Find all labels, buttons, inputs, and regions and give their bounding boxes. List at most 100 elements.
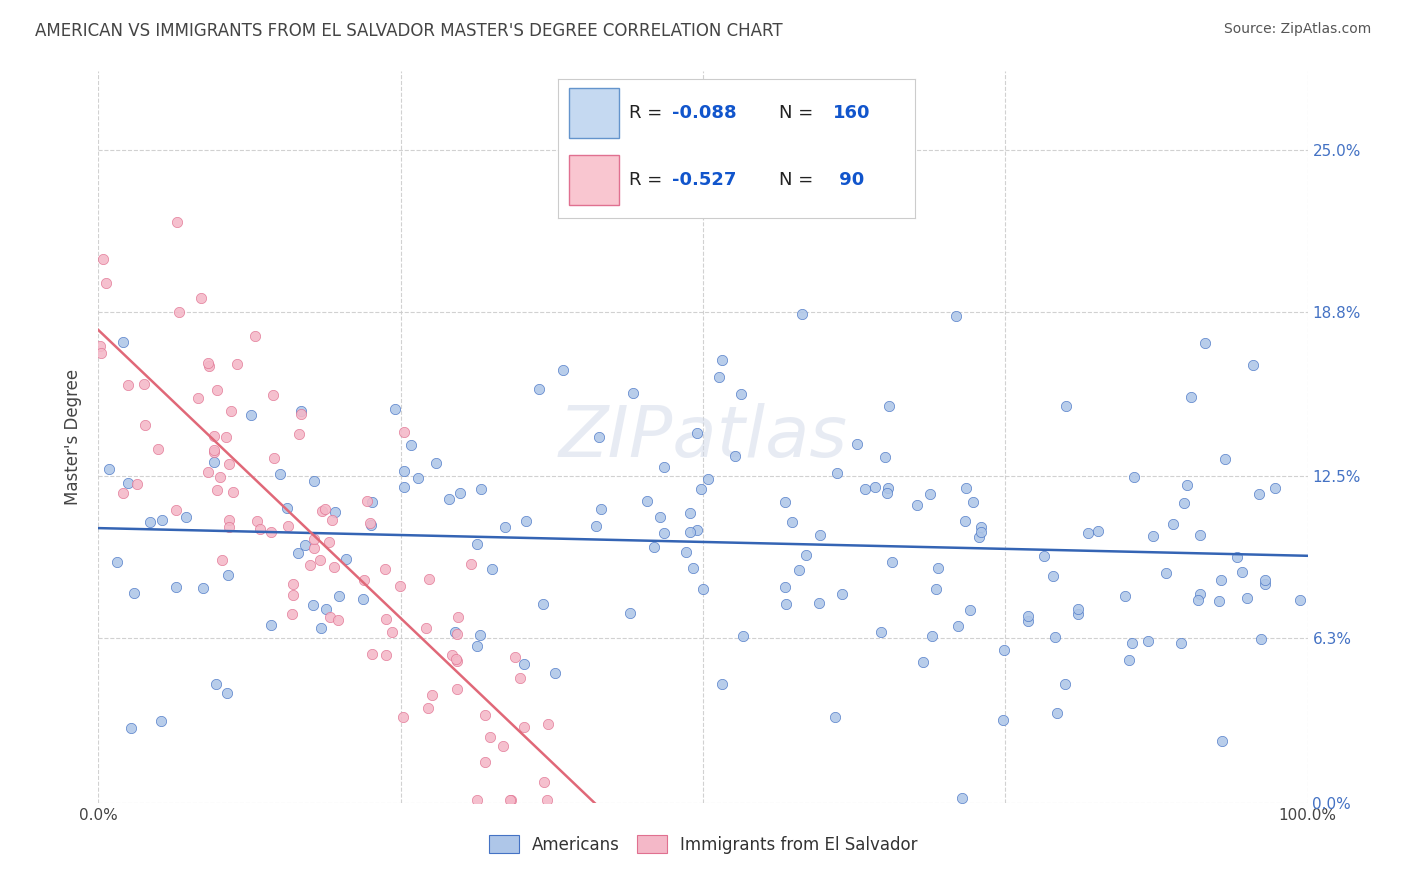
Point xyxy=(277,519,299,533)
Point xyxy=(711,677,734,691)
Point xyxy=(1017,609,1039,624)
Point xyxy=(1188,587,1211,601)
Point xyxy=(375,648,398,662)
Point xyxy=(304,533,326,547)
Point xyxy=(111,485,134,500)
Point xyxy=(335,552,357,566)
Point xyxy=(217,686,239,700)
Point xyxy=(1254,573,1277,587)
Y-axis label: Master's Degree: Master's Degree xyxy=(65,369,83,505)
Point xyxy=(311,503,333,517)
Point xyxy=(925,582,948,596)
Point xyxy=(318,534,340,549)
Point xyxy=(621,386,644,401)
Point xyxy=(197,465,219,479)
Point xyxy=(927,561,949,575)
Point xyxy=(775,597,797,611)
Point xyxy=(249,522,271,536)
Point xyxy=(211,553,233,567)
Point xyxy=(174,510,197,524)
Point xyxy=(321,512,343,526)
Point xyxy=(870,625,893,640)
Point xyxy=(217,567,239,582)
Point xyxy=(1173,496,1195,510)
Point xyxy=(166,215,188,229)
Point xyxy=(479,730,502,744)
Point xyxy=(1170,635,1192,649)
Point xyxy=(208,469,231,483)
Point xyxy=(1230,565,1253,579)
Point xyxy=(675,545,697,559)
Point xyxy=(1189,528,1212,542)
Point xyxy=(263,451,285,466)
Point xyxy=(512,720,534,734)
Point xyxy=(465,537,488,551)
Point xyxy=(243,329,266,343)
Point xyxy=(416,700,439,714)
Point xyxy=(1250,632,1272,646)
Point xyxy=(1142,529,1164,543)
Point xyxy=(679,525,702,540)
Point xyxy=(905,498,928,512)
Point xyxy=(205,677,228,691)
Point xyxy=(352,592,374,607)
Point xyxy=(260,525,283,540)
Point xyxy=(288,426,311,441)
Point xyxy=(470,482,492,496)
Point xyxy=(446,627,468,641)
Point xyxy=(912,655,935,669)
Point xyxy=(1054,676,1077,690)
Point xyxy=(474,708,496,723)
Point xyxy=(1211,733,1233,747)
Point xyxy=(918,487,941,501)
Point xyxy=(1161,516,1184,531)
Point xyxy=(1042,569,1064,583)
Point xyxy=(202,443,225,458)
Point xyxy=(921,629,943,643)
Point xyxy=(167,305,190,319)
Point xyxy=(447,610,470,624)
Point xyxy=(420,688,443,702)
Point xyxy=(536,793,558,807)
Point xyxy=(202,429,225,443)
Point xyxy=(392,464,415,478)
Point xyxy=(446,682,468,697)
Point xyxy=(187,391,209,405)
Point xyxy=(1136,634,1159,648)
Point xyxy=(394,425,416,439)
Point xyxy=(328,589,350,603)
Point xyxy=(399,438,422,452)
Point xyxy=(1194,335,1216,350)
Point xyxy=(1289,593,1312,607)
Point xyxy=(127,476,149,491)
Point xyxy=(696,472,718,486)
Point xyxy=(361,495,384,509)
Point xyxy=(962,494,984,508)
Point xyxy=(190,292,212,306)
Text: Source: ZipAtlas.com: Source: ZipAtlas.com xyxy=(1223,22,1371,37)
Point xyxy=(89,346,111,360)
Point xyxy=(1067,602,1090,616)
Point xyxy=(384,402,406,417)
Point xyxy=(1236,591,1258,605)
Point xyxy=(415,621,437,635)
Point xyxy=(374,561,396,575)
Point xyxy=(389,579,412,593)
Point xyxy=(877,399,900,413)
Point xyxy=(686,524,709,538)
Point xyxy=(437,491,460,506)
Point xyxy=(1017,614,1039,628)
Point xyxy=(948,618,970,632)
Point xyxy=(298,558,321,573)
Point xyxy=(294,538,316,552)
Point xyxy=(91,252,114,266)
Point xyxy=(202,445,225,459)
Point xyxy=(730,387,752,401)
Point xyxy=(1264,481,1286,495)
Point xyxy=(1175,478,1198,492)
Point xyxy=(877,481,900,495)
Point xyxy=(214,430,236,444)
Point xyxy=(281,576,304,591)
Point xyxy=(283,588,305,602)
Point xyxy=(105,555,128,569)
